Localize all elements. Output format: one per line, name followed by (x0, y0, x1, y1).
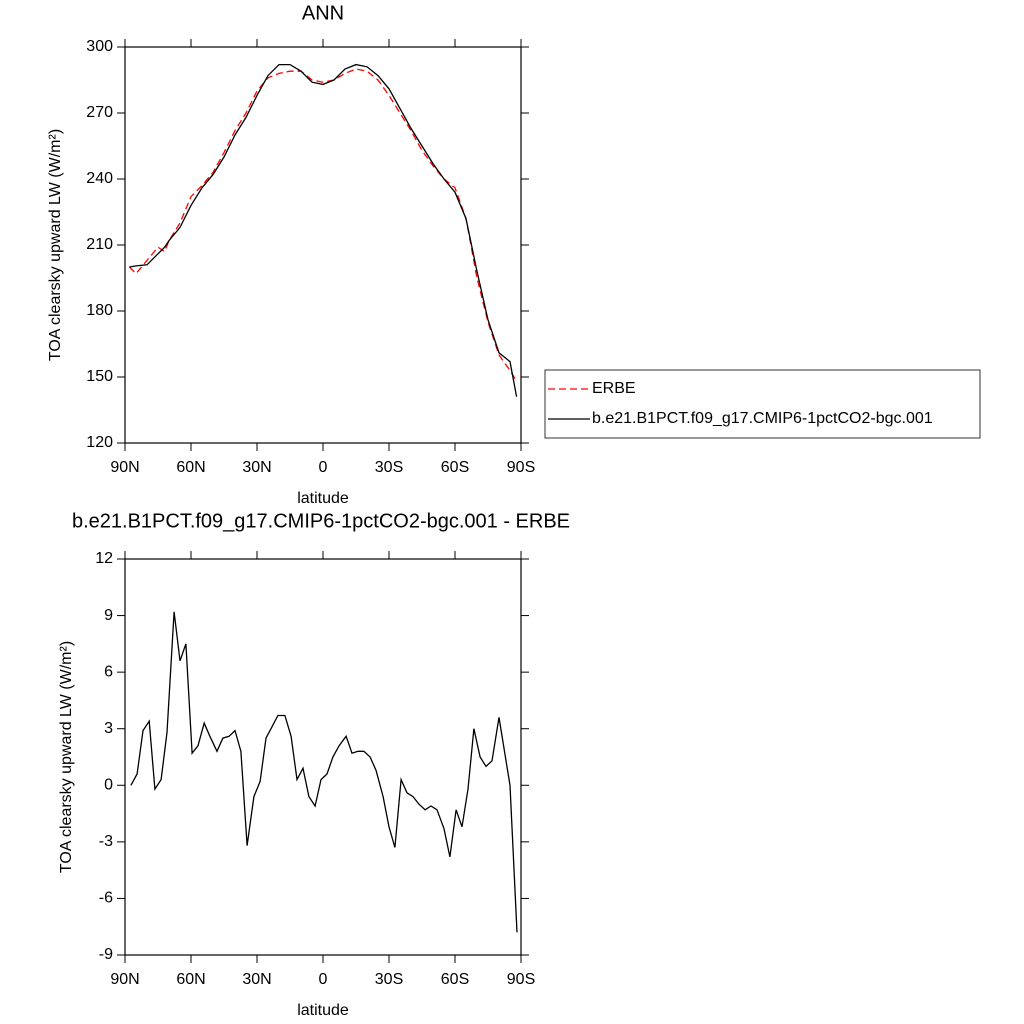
x-tick-label: 30N (242, 459, 271, 476)
legend-label: b.e21.B1PCT.f09_g17.CMIP6-1pctCO2-bgc.00… (592, 410, 933, 427)
x-tick-label: 30S (375, 971, 403, 988)
y-tick-label: 120 (86, 434, 113, 451)
plot-frame (124, 558, 522, 956)
data-line (128, 68, 518, 382)
x-tick-label: 90N (110, 971, 139, 988)
chart-title: ANN (302, 2, 344, 24)
x-tick-label: 90N (110, 459, 139, 476)
x-tick-label: 60S (441, 971, 469, 988)
chart-title: b.e21.B1PCT.f09_g17.CMIP6-1pctCO2-bgc.00… (72, 510, 570, 532)
y-tick-label: 240 (86, 170, 113, 187)
x-tick-label: 90S (507, 971, 535, 988)
x-tick-label: 60N (176, 971, 205, 988)
y-tick-label: 3 (104, 720, 113, 737)
y-tick-label: 300 (86, 38, 113, 55)
y-tick-label: 6 (104, 663, 113, 680)
x-tick-label: 60S (441, 459, 469, 476)
data-line (129, 63, 518, 397)
x-axis-label: latitude (297, 490, 349, 507)
y-tick-label: -3 (99, 833, 113, 850)
legend-label: ERBE (592, 380, 636, 397)
data-line (130, 611, 518, 933)
y-tick-label: 210 (86, 236, 113, 253)
x-tick-label: 30N (242, 971, 271, 988)
x-tick-label: 90S (507, 459, 535, 476)
y-tick-label: -6 (99, 890, 113, 907)
y-tick-label: 9 (104, 607, 113, 624)
legend-box (544, 369, 981, 439)
y-tick-label: 150 (86, 368, 113, 385)
y-tick-label: 180 (86, 302, 113, 319)
y-axis-label: TOA clearsky upward LW (W/m²) (47, 129, 64, 361)
y-tick-label: 0 (104, 777, 113, 794)
x-tick-label: 0 (319, 971, 328, 988)
x-axis-label: latitude (297, 1002, 349, 1019)
y-tick-label: 12 (95, 550, 113, 567)
y-tick-label: -9 (99, 946, 113, 963)
y-axis-label: TOA clearsky upward LW (W/m²) (58, 641, 75, 873)
plot-frame (124, 46, 522, 444)
y-tick-label: 270 (86, 104, 113, 121)
x-tick-label: 30S (375, 459, 403, 476)
x-tick-label: 0 (319, 459, 328, 476)
x-tick-label: 60N (176, 459, 205, 476)
